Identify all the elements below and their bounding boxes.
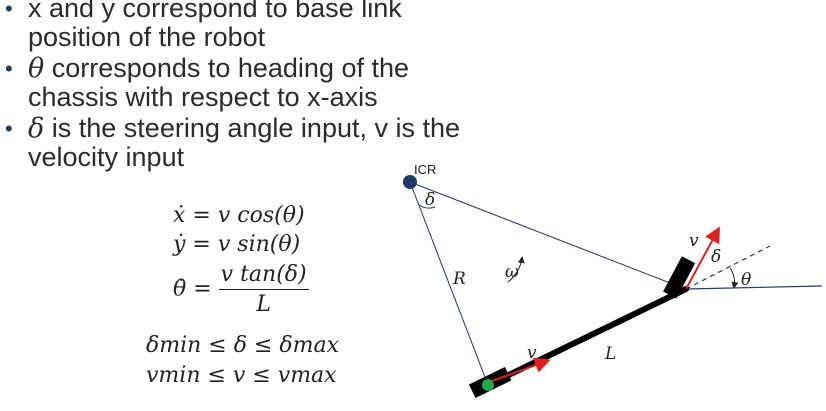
steer-angle-label: δ	[711, 247, 721, 267]
icr-to-front-line	[409, 181, 684, 289]
xdot-symbol: ẋ	[173, 203, 186, 228]
bullet-text: is the steering angle input, v is the	[44, 113, 461, 143]
bullet-text: corresponds to heading of the	[44, 53, 410, 83]
x-axis-reference-line	[685, 285, 823, 290]
bullet-dot-icon: •	[5, 116, 13, 141]
heading-angle-label: θ	[741, 270, 751, 290]
bullet-item-inputs: • δ is the steering angle input, v is th…	[0, 114, 480, 172]
equation-delta-bounds: δmin ≤ δ ≤ δmax	[146, 333, 339, 358]
chassis-body	[485, 286, 689, 388]
rear-velocity-label: v	[527, 343, 537, 363]
bullet-dot-icon: •	[5, 56, 13, 81]
icr-angle-arc	[418, 204, 436, 209]
bullet-text: x and y correspond to base link	[28, 0, 402, 23]
icr-point	[403, 175, 417, 189]
front-velocity-label: v	[689, 231, 699, 251]
equation-thetadot: θ̇ = v tan(δ) L	[173, 262, 309, 317]
radius-line	[409, 181, 489, 386]
fraction-numerator: v tan(δ)	[218, 262, 309, 290]
heading-angle-arc	[729, 267, 739, 289]
omega-label: ω	[505, 262, 519, 282]
omega-rotation-arc	[507, 256, 525, 283]
icr-delta-label: δ	[425, 190, 435, 210]
xdot-rhs: = v cos(θ)	[185, 203, 305, 228]
bullet-text-line2: position of the robot	[28, 22, 266, 52]
bullet-dot-icon: •	[5, 0, 13, 21]
fraction-denominator: L	[256, 292, 271, 317]
equation-v-bounds: vmin ≤ v ≤ vmax	[146, 363, 337, 388]
wheelbase-label: L	[604, 344, 616, 364]
thetadot-lhs: θ̇ =	[173, 276, 212, 302]
heading-extension-line	[685, 245, 771, 290]
v-bounds-text: vmin ≤ v ≤ vmax	[146, 363, 337, 388]
delta-symbol: δ	[28, 113, 45, 144]
front-velocity-arrow	[685, 226, 720, 290]
bullet-item-position: • x and y correspond to base link positi…	[0, 0, 480, 52]
front-wheel	[663, 256, 696, 299]
ydot-symbol: ẏ	[173, 232, 186, 257]
equation-ydot: ẏ = v sin(θ)	[173, 232, 300, 257]
equation-xdot: ẋ = v cos(θ)	[173, 203, 305, 228]
bullet-text-line2: chassis with respect to x-axis	[28, 82, 378, 112]
rear-velocity-arrow	[491, 357, 551, 382]
theta-symbol: θ	[28, 53, 45, 84]
radius-label: R	[452, 269, 466, 289]
bullet-list: • x and y correspond to base link positi…	[0, 0, 480, 174]
rear-axle-point	[482, 379, 494, 391]
delta-bounds-text: δmin ≤ δ ≤ δmax	[146, 333, 340, 358]
thetadot-fraction: v tan(δ) L	[218, 262, 309, 317]
bullet-item-heading: • θ corresponds to heading of the chassi…	[0, 54, 480, 112]
icr-label: ICR	[414, 162, 436, 177]
ydot-rhs: = v sin(θ)	[185, 232, 301, 257]
bullet-text-line2: velocity input	[28, 142, 185, 172]
